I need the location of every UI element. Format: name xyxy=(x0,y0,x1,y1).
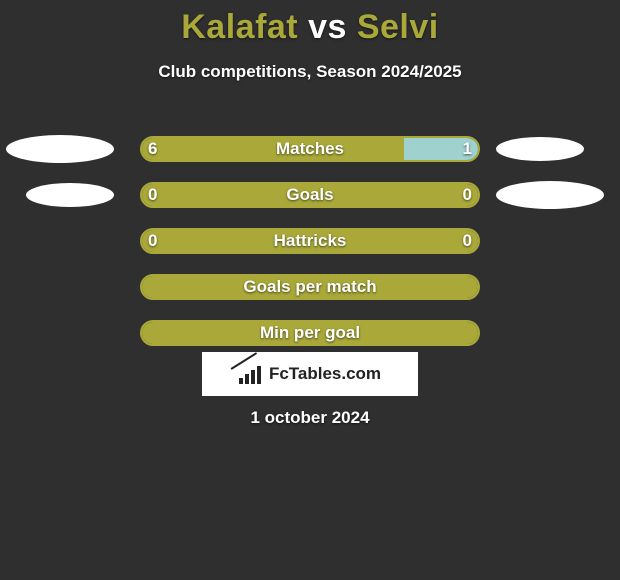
stat-bar-track xyxy=(140,228,480,254)
stat-bar-left xyxy=(142,138,404,160)
page-title: Kalafat vs Selvi xyxy=(0,8,620,47)
brand-name: FcTables.com xyxy=(269,364,381,384)
brand-logo: FcTables.com xyxy=(202,352,418,396)
title-player-right: Selvi xyxy=(357,8,439,46)
stat-bar-right xyxy=(404,138,478,160)
ellipse-left xyxy=(6,135,114,163)
snapshot-date: 1 october 2024 xyxy=(0,408,620,428)
ellipse-right xyxy=(496,137,584,161)
stat-row: Hattricks00 xyxy=(0,218,620,264)
bar-chart-icon xyxy=(239,364,265,384)
stats-comparison-card: Kalafat vs Selvi Club competitions, Seas… xyxy=(0,0,620,580)
stat-row: Matches61 xyxy=(0,126,620,172)
stat-bar-left xyxy=(142,322,478,344)
title-player-left: Kalafat xyxy=(181,8,298,46)
stat-bar-left xyxy=(142,184,478,206)
ellipse-left xyxy=(26,183,114,207)
stat-bar-track xyxy=(140,320,480,346)
stat-bar-left xyxy=(142,276,478,298)
stat-bar-track xyxy=(140,182,480,208)
stat-row: Min per goal xyxy=(0,310,620,356)
subtitle: Club competitions, Season 2024/2025 xyxy=(0,62,620,82)
ellipse-right xyxy=(496,181,604,209)
title-vs: vs xyxy=(298,8,357,46)
stat-row: Goals00 xyxy=(0,172,620,218)
stat-bar-left xyxy=(142,230,478,252)
stat-row: Goals per match xyxy=(0,264,620,310)
stat-bar-track xyxy=(140,274,480,300)
stat-bar-track xyxy=(140,136,480,162)
